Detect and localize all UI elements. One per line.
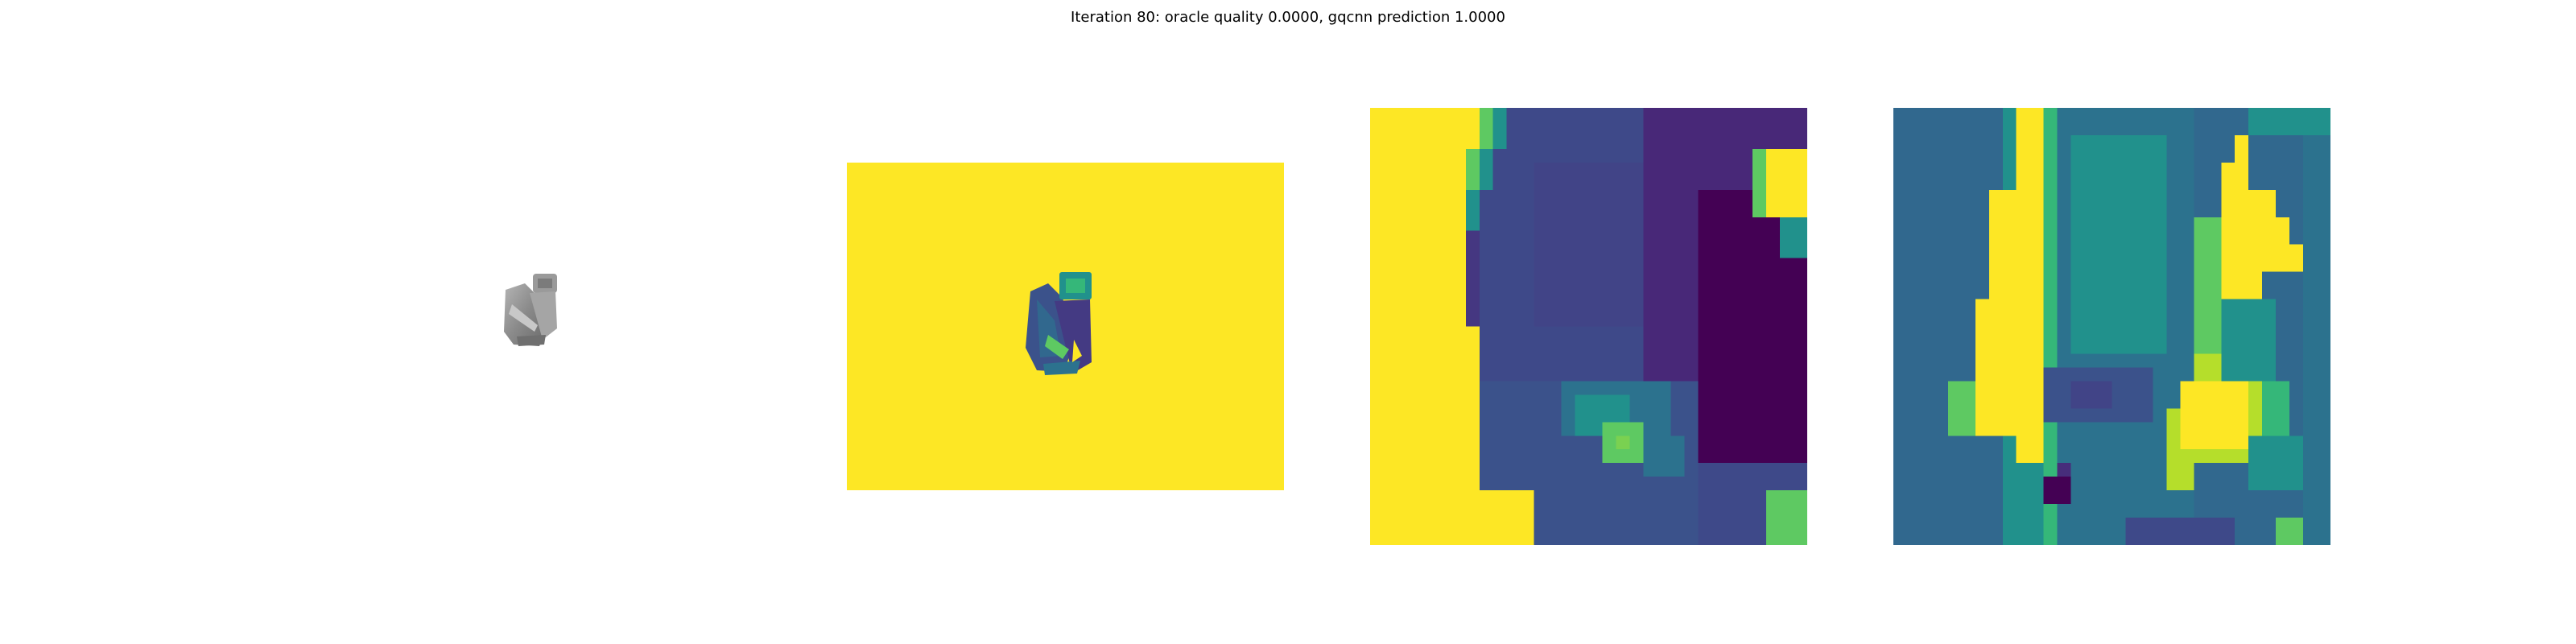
rendered-object-svg [451,242,612,402]
depth-crop-svg [1370,108,1807,545]
rendered-object-image [451,242,612,402]
depth-image-svg [847,163,1284,490]
depth-image [847,163,1284,490]
figure-title: Iteration 80: oracle quality 0.0000, gqc… [0,8,2576,27]
second-crop-image [1893,108,2330,545]
depth-crop-image [1370,108,1807,545]
second-crop-svg [1893,108,2330,545]
object-gray-shape [504,274,557,346]
